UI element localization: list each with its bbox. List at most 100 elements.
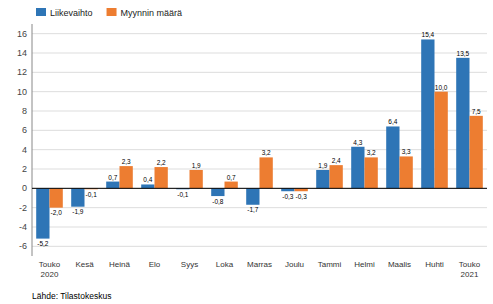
data-label: 3,2 (262, 149, 271, 156)
data-label: 2,3 (122, 158, 131, 165)
footer: Lähde: Tilastokeskus (32, 291, 111, 301)
x-tick-label: Elo (149, 260, 161, 269)
bar (211, 188, 224, 196)
data-label: -0,3 (282, 193, 294, 200)
grid-line (32, 53, 487, 54)
bar (225, 182, 238, 189)
grid-line (32, 33, 487, 34)
y-tick-label: 2 (22, 164, 27, 174)
x-tick-label-line: 2021 (461, 270, 479, 279)
bars (36, 39, 483, 238)
y-tick-label: -2 (19, 203, 27, 213)
bar (351, 147, 364, 189)
bar (316, 170, 329, 188)
data-label: 2,2 (157, 159, 166, 166)
x-tick-label: Helmi (354, 260, 375, 269)
data-label: 13,5 (457, 50, 470, 57)
y-tick-label: 6 (22, 125, 27, 135)
x-tick-label: Maalis (388, 260, 411, 269)
bar (386, 126, 399, 188)
data-label: 4,3 (353, 139, 362, 146)
x-tick-label-line: Touko (459, 260, 481, 269)
legend-label: Liikevaihto (50, 8, 93, 18)
x-tick-label-line: Touko (39, 260, 61, 269)
data-labels: -5,2-1,90,70,4-0,1-0,8-1,7-0,31,94,36,41… (37, 31, 481, 247)
x-tick-label-line: Huhti (425, 260, 444, 269)
x-tick-label: Huhti (425, 260, 444, 269)
x-tick-label: Kesä (75, 260, 94, 269)
y-tick-label: -4 (19, 222, 27, 232)
x-tick-label-line: Heinä (109, 260, 130, 269)
grid-line (32, 130, 487, 131)
bar (421, 39, 434, 188)
legend: Liikevaihto Myynnin määrä (36, 8, 182, 18)
x-tick-label: Joulu (285, 260, 304, 269)
x-tick-label-line: 2020 (41, 270, 59, 279)
x-tick-label-line: Kesä (75, 260, 94, 269)
grid-line (32, 246, 487, 247)
y-tick-label: 16 (17, 29, 27, 39)
y-tick-label: 0 (22, 183, 27, 193)
bar (155, 167, 168, 188)
x-tick-label-line: Maalis (388, 260, 411, 269)
y-tick-label: 4 (22, 145, 27, 155)
data-label: -1,9 (72, 208, 84, 215)
data-label: 0,7 (227, 174, 236, 181)
legend-swatch (36, 8, 46, 16)
grid (32, 34, 487, 247)
bar (456, 58, 469, 189)
bar (141, 184, 154, 188)
data-label: -0,1 (177, 191, 189, 198)
data-label: 0,7 (108, 174, 117, 181)
y-tick-label: 14 (17, 48, 27, 58)
grid-line (32, 91, 487, 92)
grid-line (32, 72, 487, 73)
bar (260, 157, 273, 188)
y-axis-line (32, 24, 33, 256)
bar (50, 188, 63, 207)
background (0, 0, 493, 304)
data-label: 10,0 (435, 84, 448, 91)
data-label: 7,5 (472, 108, 481, 115)
grid-line (32, 207, 487, 208)
data-label: 1,9 (318, 162, 327, 169)
grid-line (32, 111, 487, 112)
data-label: 15,4 (422, 31, 435, 38)
x-tick-label: Heinä (109, 260, 130, 269)
bar (71, 188, 84, 206)
x-tick-label: Syys (181, 260, 198, 269)
bar (435, 92, 448, 189)
data-label: 6,4 (388, 118, 397, 125)
x-tick-label: Loka (216, 260, 234, 269)
grid-line (32, 188, 487, 189)
data-label: 2,4 (332, 157, 341, 164)
y-tick-label: -6 (19, 241, 27, 251)
x-tick-label-line: Tammi (318, 260, 342, 269)
x-tick-label-line: Elo (149, 260, 161, 269)
data-label: 3,2 (367, 149, 376, 156)
bar (330, 165, 343, 188)
data-label: -5,2 (37, 240, 49, 247)
bar (120, 166, 133, 188)
y-tick-label: 10 (17, 87, 27, 97)
legend-label: Myynnin määrä (121, 8, 183, 18)
x-tick-label-line: Loka (216, 260, 234, 269)
data-label: 0,4 (143, 176, 152, 183)
x-tick-label: Touko2021 (459, 260, 481, 279)
grid-line (32, 149, 487, 150)
bar (190, 170, 203, 188)
bar (246, 188, 259, 204)
x-tick-label: Touko2020 (39, 260, 61, 279)
y-tick-label: 8 (22, 106, 27, 116)
data-label: -0,1 (86, 191, 98, 198)
x-tick-label-line: Marras (247, 260, 272, 269)
data-label: -2,0 (51, 209, 63, 216)
bar (470, 116, 483, 189)
data-label: 3,3 (402, 148, 411, 155)
data-label: -1,7 (247, 206, 259, 213)
zero-line (32, 188, 487, 189)
x-tick-label-line: Syys (181, 260, 198, 269)
grid-line (32, 227, 487, 228)
x-tick-label-line: Helmi (354, 260, 375, 269)
bar (106, 182, 119, 189)
